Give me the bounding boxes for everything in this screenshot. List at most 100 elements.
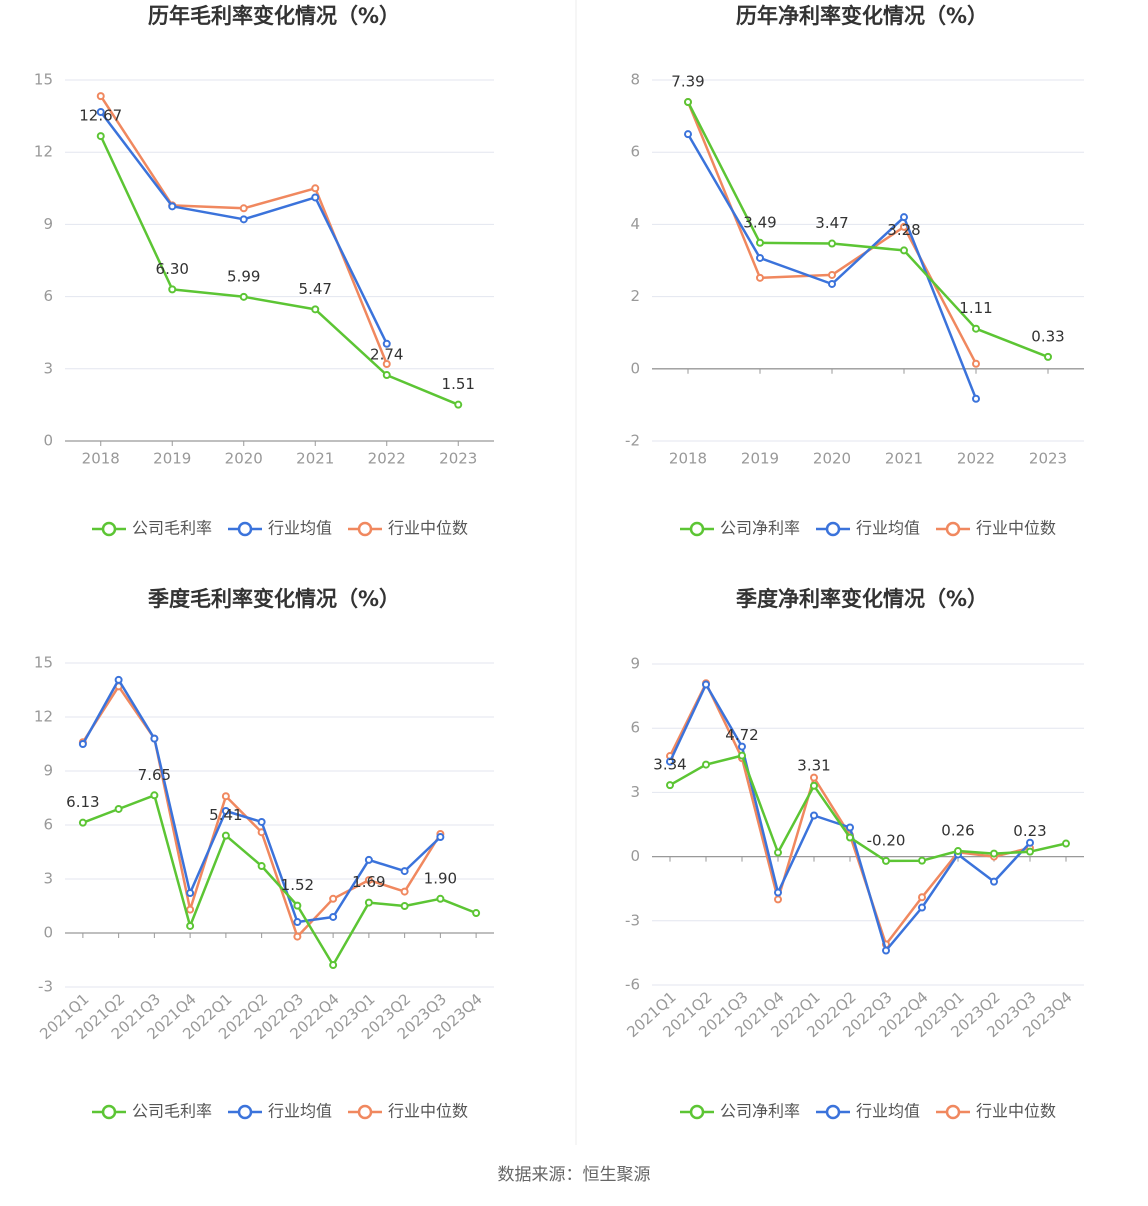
legend-label: 行业均值 [268,519,332,538]
data-point [221,806,230,815]
data-point [311,305,320,314]
y-tick-label: 0 [43,924,53,942]
legend-marker [357,521,373,537]
legend-label: 行业中位数 [976,519,1056,538]
legend-marker [101,521,117,537]
data-label: 6.30 [156,260,189,278]
series-line [82,794,477,967]
data-point [96,108,105,117]
data-point [168,202,177,211]
data-label: 12.67 [79,107,122,125]
chart-title: 季度净利率变化情况（%） [736,587,988,611]
legend-marker [357,1104,373,1120]
data-label: 7.39 [671,73,704,91]
legend-marker [825,521,841,537]
y-tick-label: 3 [630,783,640,801]
data-point [810,811,818,820]
data-point [293,932,302,941]
data-point [738,742,746,751]
data-point [221,831,230,840]
y-tick-label: 15 [34,654,53,672]
x-tick-label: 2019 [153,450,191,468]
legend-marker [825,1104,841,1120]
data-label: 1.52 [281,876,314,894]
x-tick-label: 2019 [741,450,779,468]
data-point [239,215,248,224]
legend-label: 行业中位数 [388,519,468,538]
legend-label: 行业均值 [856,519,920,538]
data-label: 3.34 [653,756,686,774]
data-point [186,889,195,898]
x-tick-label: 2020 [225,450,263,468]
data-point [293,918,302,927]
data-label: -0.20 [867,831,906,849]
data-point [364,876,373,885]
y-tick-label: 12 [34,708,53,726]
series-line [668,683,1031,952]
y-tick-label: 6 [43,287,53,305]
data-point [78,818,87,827]
data-point [454,400,463,409]
data-point [774,888,782,897]
data-point [972,394,980,403]
legend-label: 公司毛利率 [132,519,212,538]
legend-label: 公司净利率 [720,1102,800,1121]
y-tick-label: 0 [43,432,53,450]
x-tick-label: 2023 [1029,450,1067,468]
data-point [702,760,710,769]
data-point [186,921,195,930]
data-point [882,946,890,955]
data-label: 7.65 [138,766,171,784]
data-point [96,132,105,141]
y-tick-label: 9 [43,215,53,233]
data-label: 3.28 [887,221,920,239]
data-point [150,734,159,743]
data-point [239,292,248,301]
data-point [400,867,409,876]
data-point [436,833,445,842]
legend-label: 行业均值 [268,1102,332,1121]
y-tick-label: 4 [630,215,640,233]
y-tick-label: 3 [43,359,53,377]
chart-title: 历年毛利率变化情况（%） [148,4,400,28]
data-point [972,359,980,368]
data-label: 3.49 [743,213,776,231]
data-point [684,98,692,107]
data-point [78,740,87,748]
x-tick-label: 2020 [813,450,851,468]
y-tick-label: 6 [630,719,640,737]
source-note: 数据来源：恒生聚源 [498,1165,651,1185]
y-tick-label: 0 [630,847,640,865]
data-point [972,324,980,333]
y-tick-label: 0 [630,359,640,377]
data-point [382,371,391,380]
data-point [186,905,195,914]
data-point [774,895,782,904]
data-point [666,781,674,790]
series-line [99,135,459,406]
data-point [382,339,391,348]
data-point [738,751,746,760]
legend-marker [101,1104,117,1120]
data-point [666,757,674,766]
data-label: 0.23 [1013,822,1046,840]
data-point [828,239,836,248]
legend-label: 行业中位数 [976,1102,1056,1121]
data-point [954,847,962,856]
data-point [382,359,391,368]
data-label: 1.90 [424,869,457,887]
y-tick-label: -3 [38,978,53,996]
x-tick-label: 2023 [439,450,477,468]
y-tick-label: -2 [625,432,640,450]
y-tick-label: 8 [630,71,640,89]
data-point [400,887,409,896]
y-tick-label: 9 [630,655,640,673]
data-point [1026,847,1034,856]
data-label: 0.26 [941,822,974,840]
data-point [918,903,926,912]
x-tick-label: 2022 [957,450,995,468]
data-label: 5.41 [209,806,242,824]
data-point [918,856,926,865]
data-label: 1.11 [959,299,992,317]
